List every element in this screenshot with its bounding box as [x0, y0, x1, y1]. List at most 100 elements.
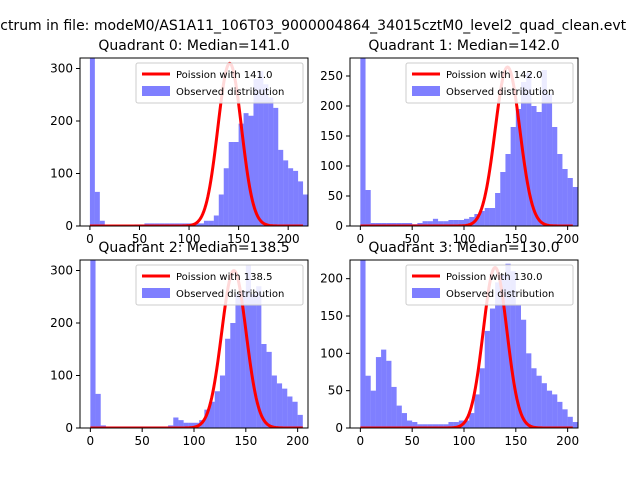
histogram-bar: [173, 417, 179, 428]
histogram-bar: [422, 221, 428, 226]
histogram-bar: [432, 424, 439, 428]
y-tick-label: 300: [50, 62, 73, 76]
histogram-bar: [292, 401, 298, 428]
histogram-bar: [256, 286, 262, 428]
legend-label-poisson: Poission with 142.0: [446, 70, 542, 81]
x-tick-label: 50: [135, 434, 150, 448]
histogram-bar: [401, 413, 407, 428]
histogram-bar: [94, 191, 100, 226]
histogram-bar: [541, 70, 547, 226]
histogram-bar: [479, 368, 485, 428]
histogram-bar: [427, 424, 433, 428]
axes-frame: [79, 57, 309, 227]
legend-label-observed: Observed distribution: [446, 87, 554, 98]
y-tick-label: 100: [320, 346, 343, 360]
histogram-bar: [188, 422, 194, 428]
x-tick-label: 200: [556, 232, 579, 246]
histogram-bar: [298, 181, 304, 226]
x-tick-label: 100: [453, 232, 476, 246]
legend-label-observed: Observed distribution: [176, 87, 284, 98]
histogram-bar: [261, 344, 267, 428]
histogram-bar: [328, 221, 333, 226]
histogram-bar: [505, 154, 511, 226]
histogram-bar: [546, 94, 553, 226]
histogram-bar: [266, 351, 272, 428]
histogram-bar: [531, 106, 537, 226]
y-tick-label: 0: [65, 219, 73, 233]
y-tick-label: 100: [50, 369, 73, 383]
histogram-bar: [448, 220, 454, 226]
y-tick-label: 100: [320, 159, 343, 173]
histogram-bar: [381, 349, 387, 428]
histogram-bar: [546, 390, 553, 428]
histogram-bar: [323, 216, 328, 227]
x-tick-label: 0: [357, 232, 365, 246]
y-tick-label: 150: [320, 129, 343, 143]
histogram-bar: [572, 187, 578, 226]
histogram-bar: [396, 405, 402, 428]
histogram-bar: [552, 127, 558, 226]
histogram-bar: [204, 409, 210, 428]
y-tick-label: 250: [320, 69, 343, 83]
histogram-bar: [365, 190, 371, 226]
histogram-bar: [489, 308, 496, 428]
y-tick-label: 200: [320, 99, 343, 113]
histogram-bar: [474, 394, 480, 428]
histogram-bar: [258, 71, 264, 226]
histogram-bar: [278, 149, 284, 226]
histogram-bar: [422, 424, 428, 428]
histogram-bar: [99, 220, 105, 226]
histogram-bar: [557, 154, 563, 226]
histogram-bar: [557, 401, 563, 428]
histogram-bar: [541, 383, 547, 428]
legend-label-observed: Observed distribution: [176, 289, 284, 300]
histogram-bar: [479, 211, 485, 226]
panel-0: 0 50 100 150 200 0 100 200 300 Poission with 141.…: [50, 38, 333, 246]
histogram-bar: [500, 274, 506, 428]
legend-box: [405, 264, 574, 306]
histogram-bar: [407, 420, 413, 428]
histogram-bar: [484, 208, 490, 226]
histogram-bar: [583, 199, 588, 226]
histogram-bar: [263, 84, 269, 226]
histogram-bar: [567, 178, 573, 226]
histogram-bar: [391, 386, 397, 428]
histogram-bar: [510, 271, 516, 428]
legend-label-poisson: Poission with 138.5: [176, 272, 272, 283]
legend-label-observed: Observed distribution: [446, 289, 554, 300]
panel-2: 0 50 100 150 200 0 100 200 300 Poission with 138.…: [50, 240, 309, 448]
histogram-bar: [183, 422, 189, 428]
histogram-bar: [365, 375, 371, 428]
histogram-bar: [223, 168, 229, 226]
histogram-bar: [510, 127, 516, 226]
histogram-bar: [536, 112, 542, 226]
histogram-bar: [283, 160, 289, 226]
histogram-bar: [218, 194, 224, 226]
histogram-bar: [287, 396, 293, 428]
x-tick-label: 50: [132, 232, 147, 246]
panel-1: 0 50 100 150 200 0 50 100 150 200 250 Poission with…: [320, 38, 588, 246]
histogram-bar: [521, 319, 527, 428]
legend-patch-swatch: [412, 86, 440, 96]
y-tick-label: 50: [328, 384, 343, 398]
histogram-bar: [213, 215, 219, 226]
panel-title: Quadrant 3: Median=130.0: [368, 240, 559, 256]
legend-label-poisson: Poission with 130.0: [446, 272, 542, 283]
histogram-bar: [438, 424, 444, 428]
histogram-bar: [288, 168, 294, 226]
histogram-bar: [572, 422, 578, 428]
y-tick-label: 200: [50, 316, 73, 330]
histogram-bar: [567, 416, 573, 428]
histogram-bar: [464, 420, 470, 428]
histogram-bar: [214, 391, 220, 428]
x-tick-label: 200: [556, 434, 579, 448]
histogram-bar: [273, 107, 279, 226]
histogram-bar: [303, 194, 308, 226]
histogram-bar: [531, 368, 537, 428]
y-tick-label: 200: [320, 272, 343, 286]
histogram-bar: [495, 282, 501, 428]
y-tick-label: 200: [50, 114, 73, 128]
histogram-bar: [251, 294, 257, 428]
histogram-bar: [268, 97, 274, 226]
